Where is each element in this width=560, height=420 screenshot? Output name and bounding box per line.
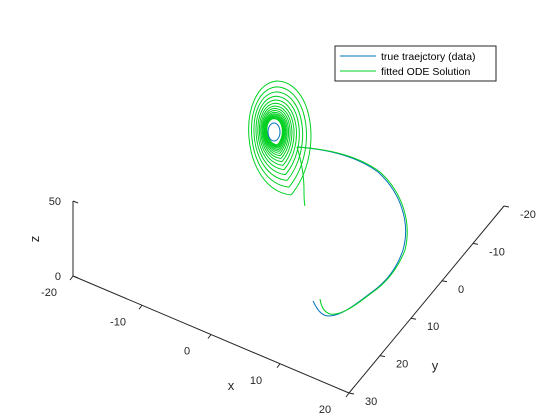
y-tick-label: 20	[396, 359, 408, 371]
y-tick-label: -10	[489, 246, 505, 258]
x-tick-label: 10	[250, 375, 262, 387]
y-axis-line	[348, 205, 505, 394]
series-layer	[248, 80, 408, 317]
x-tick-mark	[345, 392, 350, 398]
attractor-focus	[267, 122, 281, 142]
attractor-loop	[266, 118, 283, 146]
x-tick-label: 0	[184, 346, 190, 358]
attractor-loop	[255, 95, 300, 176]
attractor-loop	[257, 99, 297, 171]
tick-marks	[69, 200, 510, 398]
attractor-loop	[263, 111, 288, 154]
y-tick-label: 30	[365, 396, 377, 408]
x-tick-mark	[69, 275, 74, 281]
y-axis-label: y	[432, 358, 439, 373]
attractor-loops	[248, 80, 312, 196]
axes	[69, 200, 510, 398]
attractor-loop	[258, 102, 295, 166]
y-tick-mark	[410, 317, 417, 320]
attractor-loop	[263, 113, 287, 152]
y-tick-mark	[503, 205, 510, 208]
series-true-trajectory	[296, 146, 407, 317]
tick-labels: -20 -10 0 10 20 -20 -10 0 10 20 30 0 50	[41, 196, 536, 416]
y-tick-mark	[348, 392, 355, 395]
x-tick-label: -20	[41, 287, 57, 299]
z-tick-label: 0	[55, 271, 61, 283]
x-tick-label: 20	[319, 404, 331, 416]
legend-label-fitted: fitted ODE Solution	[381, 66, 470, 78]
attractor-loop	[253, 91, 304, 181]
legend-label-true: true traejctory (data)	[381, 51, 476, 63]
x-tick-mark	[207, 334, 212, 339]
z-tick-mark	[72, 275, 79, 279]
y-tick-mark	[441, 280, 448, 283]
z-tick-mark	[72, 200, 79, 204]
attractor-loop	[262, 109, 290, 157]
y-tick-label: -20	[520, 209, 536, 221]
x-axis-label: x	[228, 378, 235, 393]
y-tick-label: 0	[458, 284, 464, 296]
legend-box	[334, 45, 497, 82]
x-tick-mark	[276, 363, 281, 369]
attractor-loop	[261, 107, 291, 159]
y-tick-label: 10	[427, 321, 439, 333]
legend[interactable]: true traejctory (data) fitted ODE Soluti…	[334, 45, 497, 82]
y-tick-mark	[379, 355, 386, 358]
z-tick-label: 50	[49, 196, 61, 208]
z-axis-label: z	[27, 236, 42, 243]
attractor-tail	[296, 146, 306, 207]
attractor-loop	[264, 114, 286, 151]
attractor-loop	[248, 80, 312, 196]
x-tick-mark	[138, 304, 143, 310]
series-fitted-ode	[296, 146, 408, 315]
y-tick-mark	[472, 242, 479, 245]
x-tick-label: -10	[110, 316, 126, 328]
attractor-loop	[251, 86, 307, 188]
attractor-loop	[260, 105, 293, 163]
